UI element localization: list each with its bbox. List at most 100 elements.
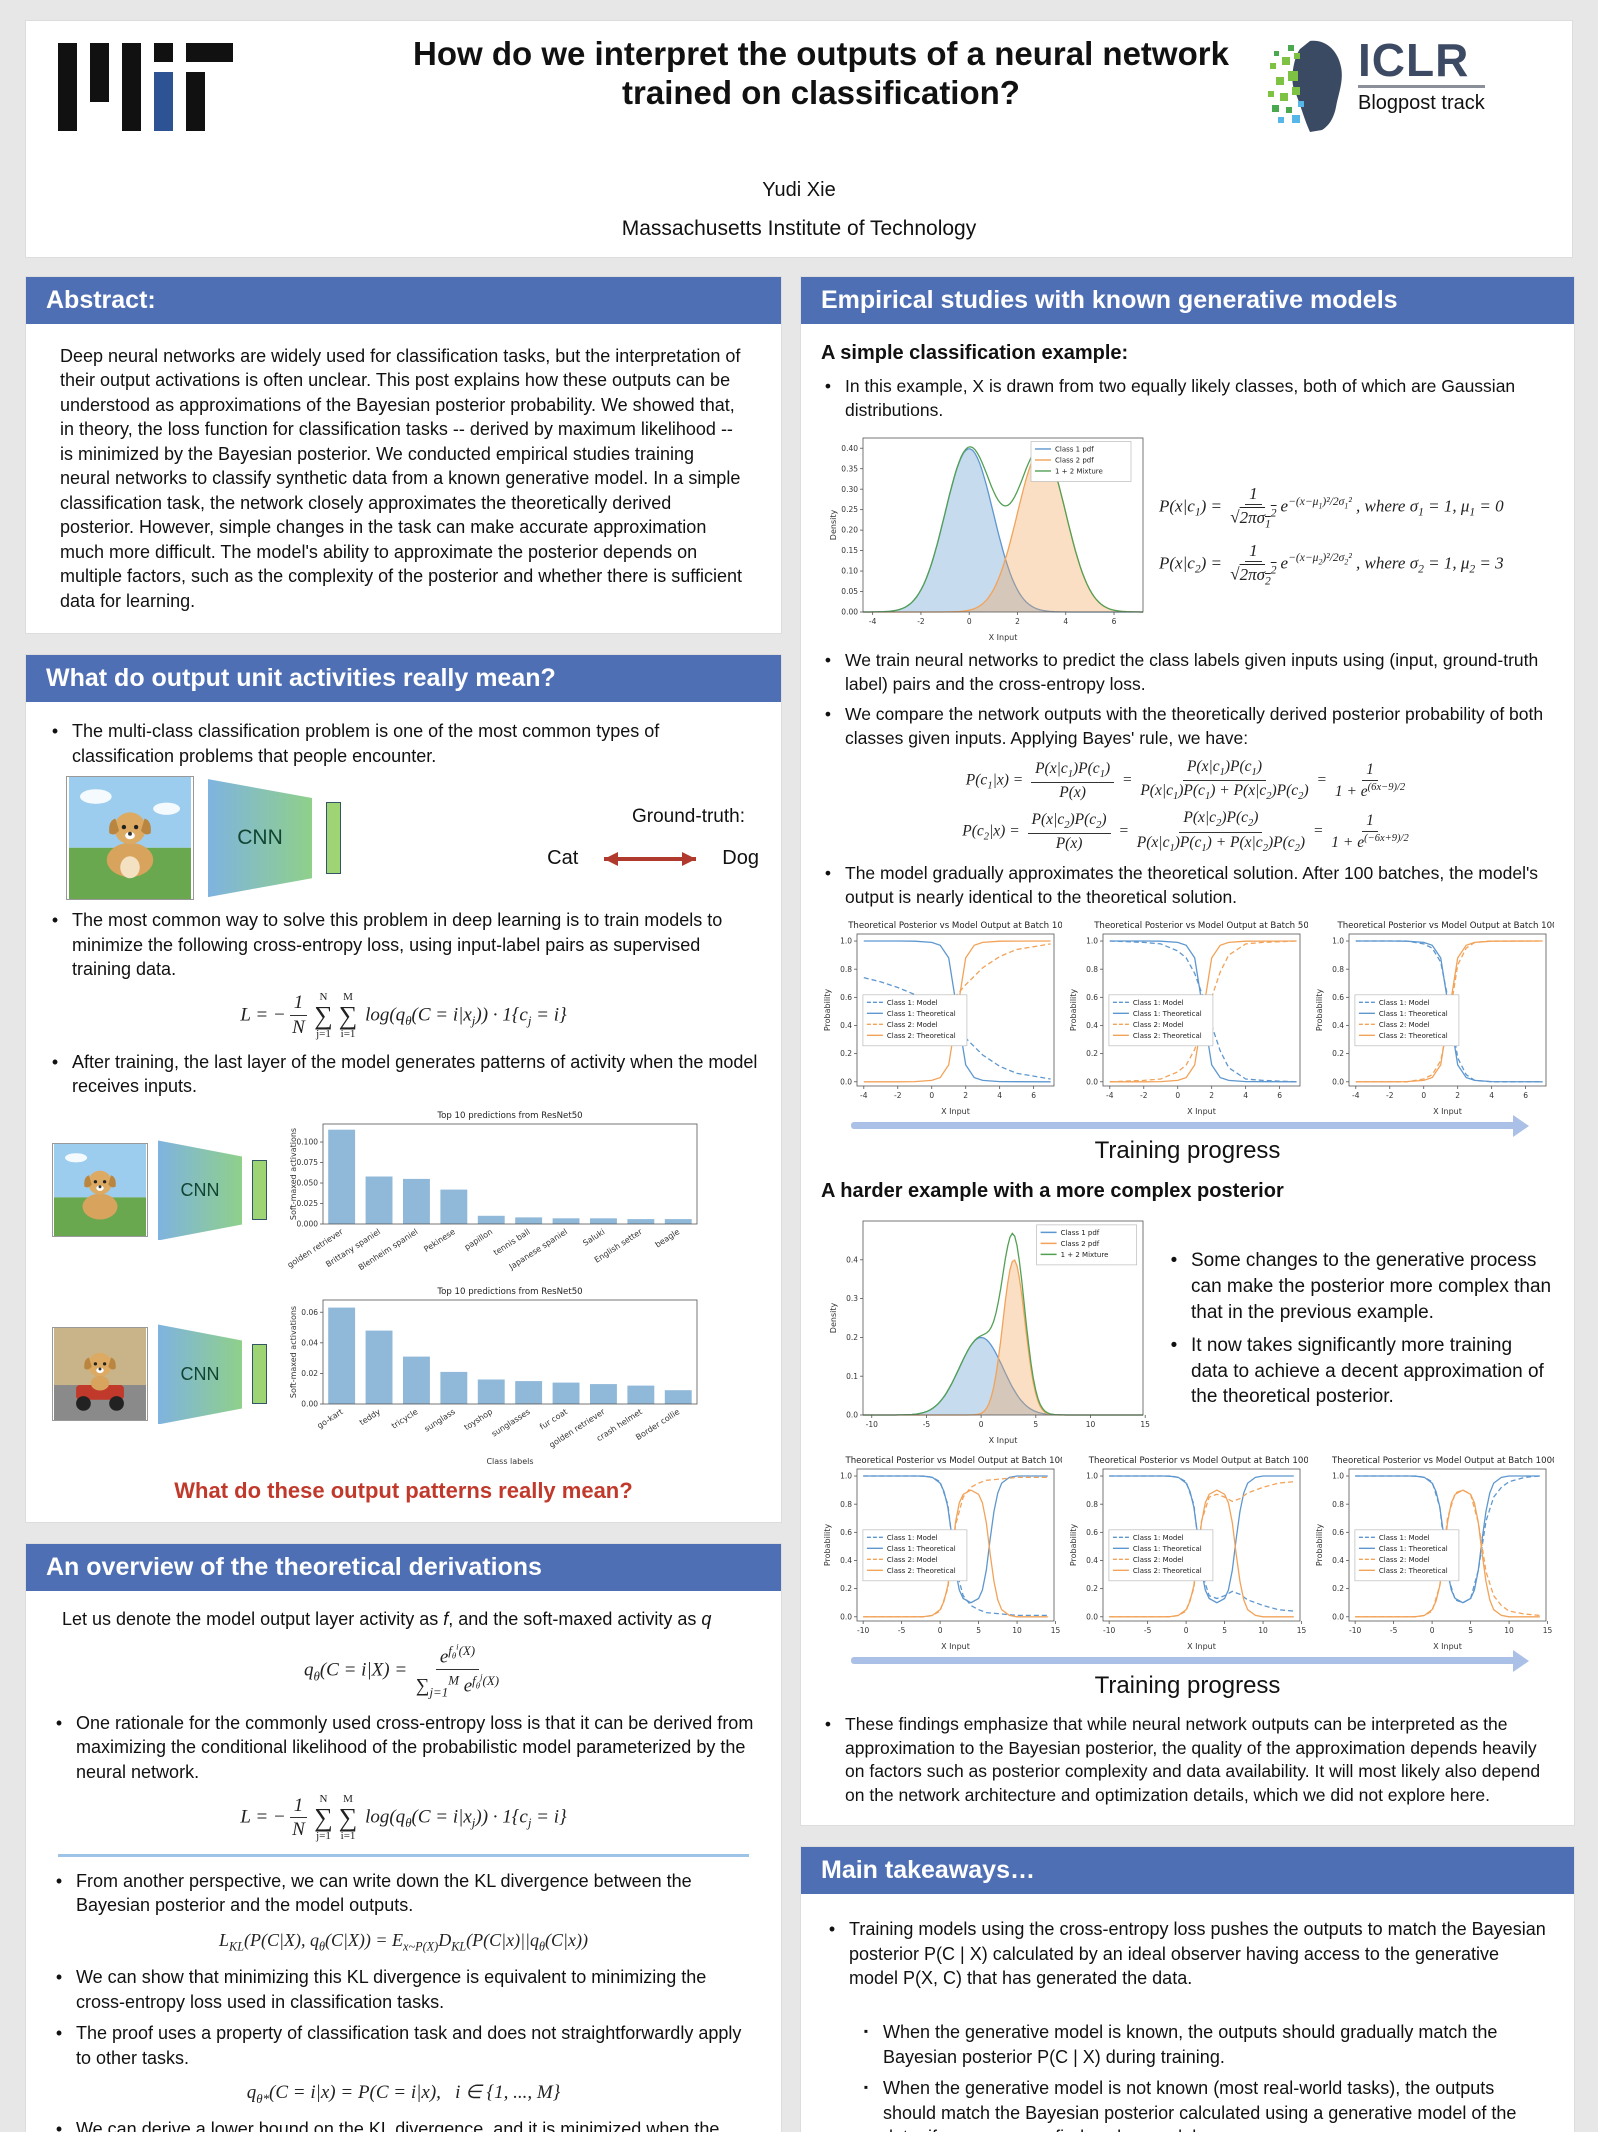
svg-text:Class 2: Theoretical: Class 2: Theoretical <box>1133 1032 1202 1040</box>
output-layer-bar <box>326 802 341 875</box>
svg-text:15: 15 <box>1297 1626 1307 1635</box>
svg-text:-4: -4 <box>1352 1091 1360 1100</box>
svg-text:0.35: 0.35 <box>841 464 858 473</box>
svg-text:5: 5 <box>976 1626 981 1635</box>
svg-text:X Input: X Input <box>1187 1642 1216 1651</box>
resnet-figure-2: CNN go-kart teddy tricycle sunglass toyshop s… <box>52 1282 759 1466</box>
harder-bullet-2: It now takes significantly more training… <box>1191 1334 1544 1408</box>
svg-text:4: 4 <box>1489 1091 1494 1100</box>
svg-text:0.6: 0.6 <box>1086 1528 1098 1537</box>
svg-text:0.050: 0.050 <box>297 1179 319 1188</box>
svg-text:0.02: 0.02 <box>301 1369 318 1378</box>
section-empirical: Empirical studies with known generative … <box>800 276 1575 1827</box>
svg-text:-2: -2 <box>1386 1091 1394 1100</box>
svg-text:10: 10 <box>1012 1626 1022 1635</box>
abstract-heading: Abstract: <box>26 277 781 324</box>
training-progress-label-2: Training progress <box>1094 1672 1281 1700</box>
svg-text:Probability: Probability <box>1069 1524 1078 1567</box>
double-arrow-icon <box>604 852 697 866</box>
svg-text:10: 10 <box>1504 1626 1514 1635</box>
svg-text:0.000: 0.000 <box>297 1220 319 1229</box>
svg-text:Class 2: Model: Class 2: Model <box>887 1556 938 1564</box>
overview-bullet-3: We can show that minimizing this KL dive… <box>76 1967 707 2012</box>
svg-text:0: 0 <box>979 1420 984 1429</box>
svg-text:sunglasses: sunglasses <box>490 1408 532 1439</box>
svg-text:-4: -4 <box>860 1091 868 1100</box>
svg-text:X Input: X Input <box>941 1107 970 1116</box>
svg-text:-5: -5 <box>898 1626 906 1635</box>
empirical-bullet-2: We train neural networks to predict the … <box>845 649 1539 694</box>
svg-text:4: 4 <box>997 1091 1002 1100</box>
header: How do we interpret the outputs of a neu… <box>25 20 1573 258</box>
svg-text:0.00: 0.00 <box>301 1400 318 1409</box>
section-abstract: Abstract: Deep neural networks are widel… <box>25 276 782 635</box>
harder-example-title: A harder example with a more complex pos… <box>821 1180 1284 1203</box>
svg-text:Class 2: Theoretical: Class 2: Theoretical <box>1133 1567 1202 1575</box>
iclr-face-icon <box>1268 40 1342 132</box>
svg-text:0: 0 <box>1421 1091 1426 1100</box>
harder-batch-charts: 0.0 0.2 0.4 0.6 0.8 1.0 -10 -5 0 5 10 15 Theoretical… <box>821 1451 1563 1651</box>
cnn-block-3: CNN <box>158 1324 242 1425</box>
harder-density-figure: 0.0 0.1 0.2 0.3 0.4 -10 -5 0 5 10 15 Density X Input… <box>821 1213 1554 1445</box>
svg-text:6: 6 <box>1523 1091 1528 1100</box>
svg-text:0.4: 0.4 <box>1086 1556 1098 1565</box>
svg-text:2: 2 <box>1015 617 1020 626</box>
activities-heading: What do output unit activities really me… <box>26 655 781 703</box>
svg-text:0.6: 0.6 <box>1086 993 1098 1002</box>
svg-text:0.2: 0.2 <box>840 1050 852 1059</box>
takeaway-sub-1: When the generative model is known, the … <box>883 2022 1498 2067</box>
harder-bullet-1: Some changes to the generative process c… <box>1191 1250 1552 1323</box>
svg-text:15: 15 <box>1543 1626 1553 1635</box>
svg-text:X Input: X Input <box>1433 1642 1462 1651</box>
svg-text:Class 2: Model: Class 2: Model <box>887 1021 938 1029</box>
svg-text:0.0: 0.0 <box>1086 1613 1098 1622</box>
svg-text:15: 15 <box>1140 1420 1150 1429</box>
svg-text:Class 1: Model: Class 1: Model <box>887 999 938 1007</box>
section-divider <box>58 1853 749 1857</box>
svg-text:Class 1 pdf: Class 1 pdf <box>1055 445 1094 453</box>
svg-text:Soft-maxed activations: Soft-maxed activations <box>289 1306 298 1398</box>
hbatch1000-chart: 0.0 0.2 0.4 0.6 0.8 1.0 -10 -5 0 5 10 15 Theoretical… <box>1067 1451 1314 1651</box>
svg-text:X Input: X Input <box>1433 1107 1462 1116</box>
overview-bullet-5: We can derive a lower bound on the KL di… <box>76 2119 720 2132</box>
svg-text:-2: -2 <box>917 617 925 626</box>
svg-text:0.05: 0.05 <box>841 587 858 596</box>
svg-text:Top 10 predictions from ResNet: Top 10 predictions from ResNet50 <box>436 1111 582 1121</box>
output-layer-bar-2 <box>252 1160 267 1221</box>
svg-text:2: 2 <box>1209 1091 1214 1100</box>
cnn-block-2: CNN <box>158 1140 242 1241</box>
svg-text:Class 1: Model: Class 1: Model <box>1379 1534 1430 1542</box>
svg-text:1.0: 1.0 <box>1332 1472 1344 1481</box>
svg-text:Class 1: Model: Class 1: Model <box>1133 999 1184 1007</box>
svg-text:X Input: X Input <box>989 1436 1018 1445</box>
svg-text:0.0: 0.0 <box>1332 1078 1344 1087</box>
takeaway-sub-2: When the generative model is not known (… <box>883 2078 1517 2132</box>
svg-text:Density: Density <box>829 509 838 540</box>
svg-text:0.3: 0.3 <box>846 1294 858 1303</box>
svg-text:0.100: 0.100 <box>297 1138 319 1147</box>
svg-text:Theoretical Posterior vs Model: Theoretical Posterior vs Model Output at… <box>847 921 1062 931</box>
svg-text:5: 5 <box>1033 1420 1038 1429</box>
svg-text:0.25: 0.25 <box>841 505 858 514</box>
svg-text:tricycle: tricycle <box>390 1408 420 1432</box>
dog-photo <box>66 776 194 901</box>
poster-title: How do we interpret the outputs of a neu… <box>413 35 1229 111</box>
svg-text:Class 1: Model: Class 1: Model <box>1133 1534 1184 1542</box>
svg-text:beagle: beagle <box>654 1228 682 1250</box>
section-takeaways: Main takeaways… • Training models using t… <box>800 1846 1575 2132</box>
svg-text:-4: -4 <box>869 617 877 626</box>
svg-text:0.0: 0.0 <box>846 1411 858 1420</box>
svg-text:0.6: 0.6 <box>1332 1528 1344 1537</box>
svg-text:6: 6 <box>1031 1091 1036 1100</box>
svg-text:0.2: 0.2 <box>1086 1050 1098 1059</box>
svg-text:Top 10 predictions from ResNet: Top 10 predictions from ResNet50 <box>436 1287 582 1297</box>
svg-text:Class 2: Theoretical: Class 2: Theoretical <box>1379 1032 1448 1040</box>
svg-text:2: 2 <box>963 1091 968 1100</box>
iclr-logo: ICLR Blogpost track <box>1264 37 1554 133</box>
svg-text:5: 5 <box>1222 1626 1227 1635</box>
svg-text:-10: -10 <box>866 1420 878 1429</box>
svg-text:sunglass: sunglass <box>423 1408 457 1435</box>
author-name: Yudi Xie <box>762 179 836 201</box>
density-chart-hard: 0.0 0.1 0.2 0.3 0.4 -10 -5 0 5 10 15 Density X Input… <box>821 1213 1151 1445</box>
